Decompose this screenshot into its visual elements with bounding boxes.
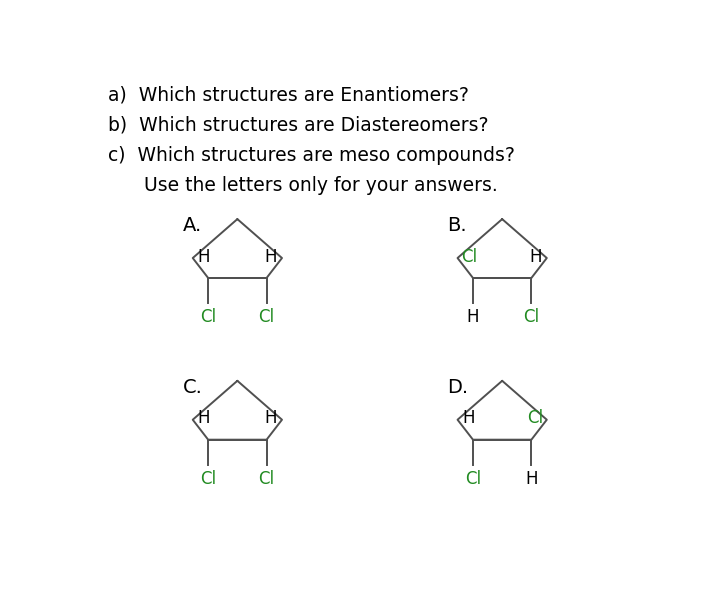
Text: Use the letters only for your answers.: Use the letters only for your answers. — [108, 176, 497, 195]
Text: D.: D. — [447, 378, 468, 397]
Text: c)  Which structures are meso compounds?: c) Which structures are meso compounds? — [108, 146, 515, 165]
Text: Cl: Cl — [461, 248, 477, 266]
Text: H: H — [198, 409, 210, 427]
Text: Cl: Cl — [259, 470, 275, 488]
Text: Cl: Cl — [523, 308, 539, 326]
Text: a)  Which structures are Enantiomers?: a) Which structures are Enantiomers? — [108, 86, 469, 105]
Text: Cl: Cl — [465, 470, 481, 488]
Text: Cl: Cl — [527, 409, 544, 427]
Text: Cl: Cl — [259, 308, 275, 326]
Text: H: H — [529, 248, 542, 266]
Text: H: H — [265, 248, 277, 266]
Text: C.: C. — [182, 378, 203, 397]
Text: H: H — [525, 470, 538, 488]
Text: B.: B. — [447, 216, 467, 235]
Text: H: H — [467, 308, 479, 326]
Text: Cl: Cl — [200, 470, 216, 488]
Text: A.: A. — [182, 216, 202, 235]
Text: b)  Which structures are Diastereomers?: b) Which structures are Diastereomers? — [108, 116, 489, 135]
Text: H: H — [462, 409, 475, 427]
Text: H: H — [265, 409, 277, 427]
Text: Cl: Cl — [200, 308, 216, 326]
Text: H: H — [198, 248, 210, 266]
